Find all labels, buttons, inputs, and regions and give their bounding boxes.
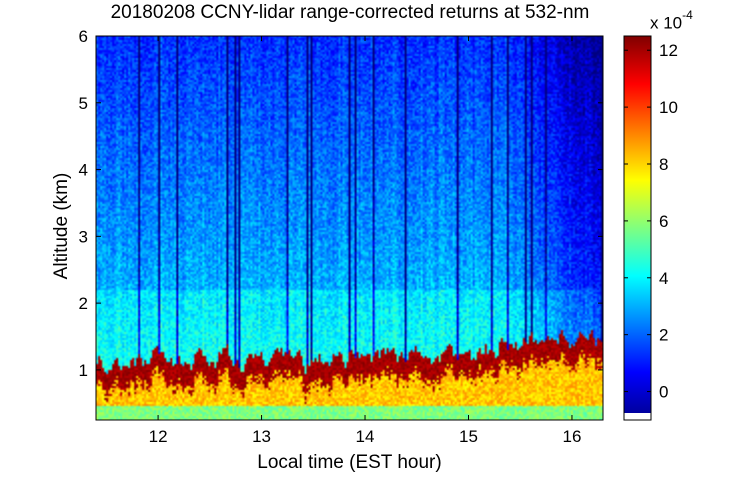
colorbar-multiplier: x 10-4: [650, 8, 693, 34]
x-tick-label: 12: [149, 427, 168, 446]
y-tick-label: 6: [79, 27, 88, 46]
plot-area: [95, 35, 604, 421]
colorbar-tick-label: 6: [659, 212, 668, 231]
y-tick-label: 1: [79, 361, 88, 380]
colorbar: [623, 35, 652, 421]
colorbar-tick-label: 0: [659, 383, 668, 402]
heatmap: [96, 36, 603, 420]
y-tick-label: 2: [79, 294, 88, 313]
colorbar-ticks: 0 2 4 6 8 10 12: [624, 41, 678, 402]
colorbar-underflow: [624, 413, 651, 420]
x-tick-label: 14: [356, 427, 375, 446]
plot-frame: [95, 35, 604, 421]
colorbar-gradient: [624, 36, 651, 420]
x-axis-ticks: 12 13 14 15 16: [149, 36, 581, 446]
chart-title: 20180208 CCNY-lidar range-corrected retu…: [110, 2, 590, 23]
colorbar-tick-label: 12: [659, 41, 678, 60]
x-axis-label: Local time (EST hour): [257, 452, 442, 473]
y-tick-label: 4: [79, 161, 88, 180]
y-tick-label: 5: [79, 94, 88, 113]
x-tick-label: 13: [252, 427, 271, 446]
colorbar-multiplier-exponent: -4: [682, 8, 693, 22]
colorbar-tick-label: 4: [659, 269, 668, 288]
y-tick-label: 3: [79, 227, 88, 246]
colorbar-tick-label: 10: [659, 98, 678, 117]
colorbar-multiplier-base: x 10: [650, 13, 683, 33]
x-tick-label: 15: [459, 427, 478, 446]
x-tick-label: 16: [562, 427, 581, 446]
y-axis-label: Altitude (km): [51, 172, 72, 280]
y-axis-ticks: 1 2 3 4 5 6: [79, 27, 603, 380]
colorbar-tick-label: 2: [659, 326, 668, 345]
colorbar-frame: [623, 35, 652, 421]
colorbar-tick-label: 8: [659, 155, 668, 174]
